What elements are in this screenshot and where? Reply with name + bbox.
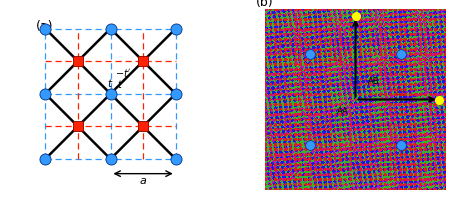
Text: $L_1$: $L_1$ bbox=[395, 85, 406, 98]
Text: (b): (b) bbox=[256, 0, 273, 9]
Text: (a): (a) bbox=[36, 20, 53, 33]
Text: AA: AA bbox=[337, 107, 349, 115]
Text: $t$: $t$ bbox=[107, 76, 114, 88]
Text: $L_2$: $L_2$ bbox=[332, 50, 343, 64]
Text: AB: AB bbox=[368, 77, 380, 86]
Text: $a$: $a$ bbox=[139, 176, 147, 186]
Text: $-t'$: $-t'$ bbox=[115, 67, 132, 78]
Text: $t'$: $t'$ bbox=[117, 78, 126, 90]
